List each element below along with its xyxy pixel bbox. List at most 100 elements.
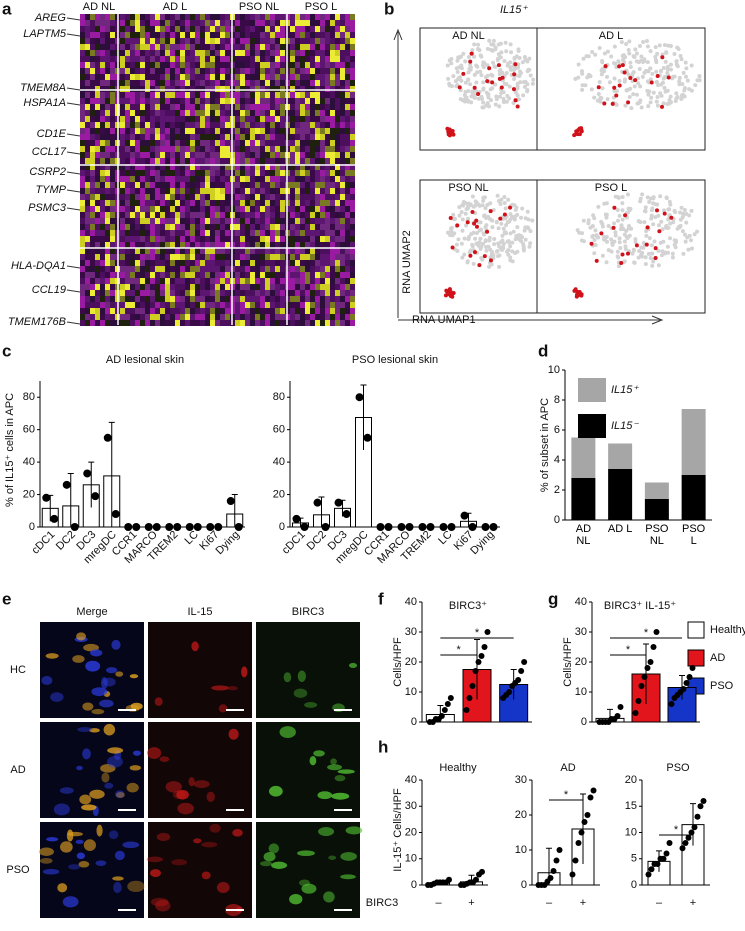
heatmap-cell <box>305 236 310 242</box>
umap-cell <box>466 217 470 221</box>
heatmap-cell <box>345 50 350 56</box>
heatmap-cell <box>245 74 250 80</box>
heatmap-cell <box>215 266 220 272</box>
heatmap-cell <box>120 146 125 152</box>
umap-cell <box>626 236 630 240</box>
heatmap-cell <box>200 14 205 20</box>
heatmap-cell <box>140 110 145 116</box>
umap-cell <box>473 204 477 208</box>
heatmap-cell <box>295 212 300 218</box>
heatmap-cell <box>325 26 330 32</box>
heatmap-cell <box>130 170 135 176</box>
heatmap-cell <box>190 26 195 32</box>
heatmap-cell <box>125 152 130 158</box>
data-point <box>356 393 364 401</box>
heatmap-cell <box>255 20 260 26</box>
heatmap-cell <box>190 206 195 212</box>
heatmap-cell <box>320 62 325 68</box>
data-point <box>667 840 673 846</box>
gene-tick <box>67 266 80 268</box>
heatmap-cell <box>185 104 190 110</box>
heatmap-cell <box>245 290 250 296</box>
heatmap-cell <box>160 98 165 104</box>
heatmap-cell <box>180 212 185 218</box>
heatmap-cell <box>190 284 195 290</box>
heatmap-cell <box>275 86 280 92</box>
heatmap-cell <box>190 140 195 146</box>
heatmap-cell <box>145 98 150 104</box>
heatmap-cell <box>315 188 320 194</box>
heatmap-cell <box>215 128 220 134</box>
heatmap-cell <box>245 80 250 86</box>
umap-cell <box>666 245 670 249</box>
heatmap-cell <box>305 50 310 56</box>
heatmap-cell <box>235 308 240 314</box>
heatmap-cell <box>295 158 300 164</box>
heatmap-cell <box>140 104 145 110</box>
heatmap-cell <box>245 50 250 56</box>
heatmap-cell <box>100 284 105 290</box>
heatmap-cell <box>255 122 260 128</box>
heatmap-cell <box>300 32 305 38</box>
heatmap-group: PSO L <box>305 1 337 13</box>
heatmap-cell <box>345 242 350 248</box>
heatmap-cell <box>165 194 170 200</box>
heatmap-cell <box>280 146 285 152</box>
heatmap-cell <box>190 44 195 50</box>
heatmap-cell <box>180 110 185 116</box>
heatmap-cell <box>270 194 275 200</box>
heatmap-cell <box>255 236 260 242</box>
heatmap-cell <box>305 38 310 44</box>
heatmap-cell <box>310 182 315 188</box>
heatmap-cell <box>255 266 260 272</box>
heatmap-cell <box>135 86 140 92</box>
heatmap-cell <box>135 104 140 110</box>
heatmap-cell <box>340 80 345 86</box>
heatmap-cell <box>125 248 130 254</box>
heatmap-cell <box>270 302 275 308</box>
heatmap-cell <box>255 68 260 74</box>
umap-cell <box>520 207 524 211</box>
heatmap-cell <box>275 140 280 146</box>
heatmap-cell <box>145 50 150 56</box>
umap-cell <box>645 39 649 43</box>
heatmap-cell <box>350 140 355 146</box>
heatmap-cell <box>350 188 355 194</box>
micro-signal <box>211 685 229 690</box>
heatmap-cell <box>120 194 125 200</box>
data-point <box>554 858 560 864</box>
umap-cell <box>471 194 475 198</box>
umap-cell <box>530 219 534 223</box>
umap-cell <box>460 242 464 246</box>
heatmap-cell <box>110 146 115 152</box>
heatmap-cell <box>100 260 105 266</box>
data-point <box>684 680 690 686</box>
heatmap-cell <box>340 98 345 104</box>
heatmap-cell <box>325 320 330 326</box>
heatmap-cell <box>275 68 280 74</box>
heatmap-cell <box>345 140 350 146</box>
heatmap-cell <box>80 56 85 62</box>
heatmap-cell <box>225 206 230 212</box>
heatmap-cell <box>165 290 170 296</box>
micro-signal <box>289 894 302 904</box>
heatmap-cell <box>265 92 270 98</box>
heatmap-cell <box>330 278 335 284</box>
heatmap-cell <box>100 116 105 122</box>
heatmap-cell <box>300 158 305 164</box>
heatmap-cell <box>275 272 280 278</box>
heatmap-cell <box>290 98 295 104</box>
heatmap-cell <box>280 278 285 284</box>
data-point <box>214 523 222 531</box>
heatmap-cell <box>95 32 100 38</box>
heatmap-cell <box>220 134 225 140</box>
umap-cell <box>505 94 509 98</box>
heatmap-cell <box>100 140 105 146</box>
umap-cell <box>637 219 641 223</box>
heatmap-cell <box>295 308 300 314</box>
heatmap-cell <box>350 266 355 272</box>
heatmap-cell <box>185 128 190 134</box>
heatmap-cell <box>105 266 110 272</box>
heatmap-cell <box>330 134 335 140</box>
data-point <box>669 701 675 707</box>
